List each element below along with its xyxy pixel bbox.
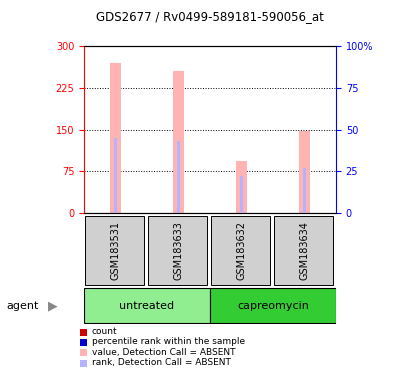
- Bar: [210, 288, 336, 323]
- Text: rank, Detection Call = ABSENT: rank, Detection Call = ABSENT: [92, 358, 231, 367]
- Bar: [148, 217, 207, 285]
- Text: capreomycin: capreomycin: [237, 301, 309, 311]
- Text: GSM183634: GSM183634: [299, 221, 310, 280]
- Bar: [299, 131, 310, 213]
- Bar: [236, 161, 247, 213]
- Bar: [110, 63, 121, 213]
- Text: GSM183632: GSM183632: [236, 221, 247, 280]
- Bar: [303, 168, 307, 213]
- Text: GDS2677 / Rv0499-589181-590056_at: GDS2677 / Rv0499-589181-590056_at: [96, 10, 324, 23]
- Text: value, Detection Call = ABSENT: value, Detection Call = ABSENT: [92, 348, 235, 357]
- Text: count: count: [92, 327, 117, 336]
- Text: agent: agent: [6, 301, 39, 311]
- Bar: [211, 217, 270, 285]
- Bar: [84, 288, 210, 323]
- Bar: [240, 176, 244, 213]
- Text: untreated: untreated: [119, 301, 175, 311]
- Text: GSM183531: GSM183531: [110, 221, 121, 280]
- Bar: [85, 217, 144, 285]
- Text: percentile rank within the sample: percentile rank within the sample: [92, 337, 245, 346]
- Text: ▶: ▶: [48, 300, 58, 313]
- Bar: [177, 141, 181, 213]
- Bar: [113, 138, 118, 213]
- Bar: [274, 217, 333, 285]
- Bar: [173, 71, 184, 213]
- Text: GSM183633: GSM183633: [173, 221, 184, 280]
